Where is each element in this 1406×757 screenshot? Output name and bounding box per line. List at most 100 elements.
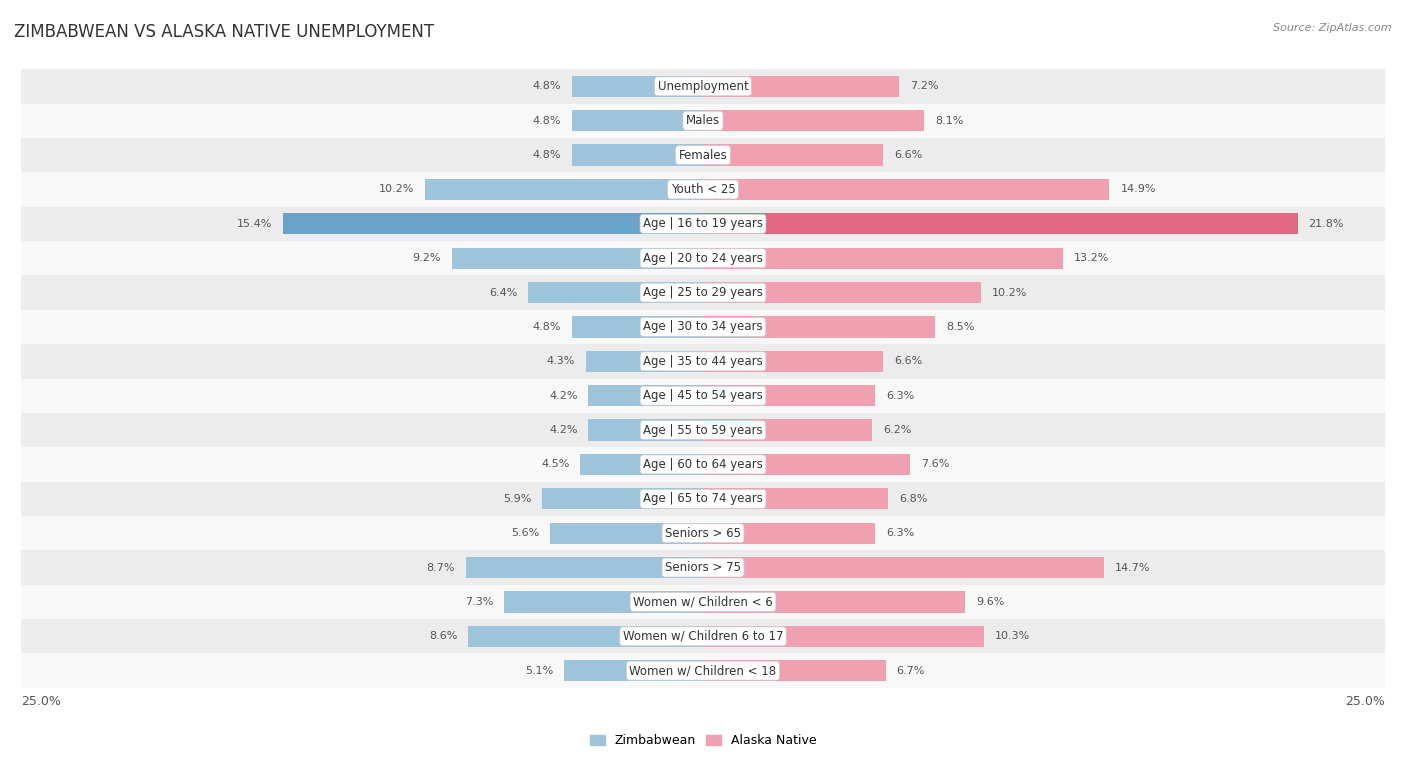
Text: Age | 35 to 44 years: Age | 35 to 44 years [643, 355, 763, 368]
Bar [572, 76, 703, 97]
Bar [589, 385, 703, 407]
Text: 13.2%: 13.2% [1074, 253, 1109, 263]
Text: 4.8%: 4.8% [533, 150, 561, 160]
Text: 10.3%: 10.3% [995, 631, 1031, 641]
Bar [703, 213, 1298, 235]
Text: Age | 16 to 19 years: Age | 16 to 19 years [643, 217, 763, 230]
Bar [550, 522, 703, 544]
Text: Males: Males [686, 114, 720, 127]
Text: Source: ZipAtlas.com: Source: ZipAtlas.com [1274, 23, 1392, 33]
Text: 4.2%: 4.2% [548, 391, 578, 400]
Text: Age | 25 to 29 years: Age | 25 to 29 years [643, 286, 763, 299]
Bar [529, 282, 703, 304]
Text: 14.7%: 14.7% [1115, 562, 1150, 572]
Bar [703, 419, 872, 441]
Text: 10.2%: 10.2% [378, 185, 413, 195]
Text: 6.6%: 6.6% [894, 357, 922, 366]
Text: Age | 65 to 74 years: Age | 65 to 74 years [643, 492, 763, 506]
Text: 4.8%: 4.8% [533, 116, 561, 126]
Text: 25.0%: 25.0% [21, 696, 60, 709]
Text: 9.6%: 9.6% [976, 597, 1004, 607]
Bar [586, 350, 703, 372]
Text: 6.3%: 6.3% [886, 528, 914, 538]
Text: Women w/ Children < 18: Women w/ Children < 18 [630, 664, 776, 678]
Bar [589, 419, 703, 441]
Bar [465, 557, 703, 578]
Text: Age | 60 to 64 years: Age | 60 to 64 years [643, 458, 763, 471]
Bar [703, 522, 875, 544]
Bar [425, 179, 703, 200]
Bar [703, 385, 875, 407]
Text: 6.2%: 6.2% [883, 425, 911, 435]
Bar [703, 179, 1109, 200]
Text: Age | 20 to 24 years: Age | 20 to 24 years [643, 251, 763, 265]
Bar [21, 69, 1385, 104]
Bar [703, 350, 883, 372]
Bar [703, 488, 889, 509]
Text: 7.6%: 7.6% [921, 459, 949, 469]
Bar [703, 248, 1063, 269]
Bar [21, 550, 1385, 584]
Bar [21, 104, 1385, 138]
Text: 6.4%: 6.4% [489, 288, 517, 298]
Bar [703, 591, 965, 612]
Text: 5.1%: 5.1% [524, 665, 553, 676]
Text: 7.2%: 7.2% [910, 81, 939, 92]
Bar [572, 110, 703, 132]
Text: 5.6%: 5.6% [512, 528, 540, 538]
Bar [703, 76, 900, 97]
Text: Women w/ Children 6 to 17: Women w/ Children 6 to 17 [623, 630, 783, 643]
Bar [572, 145, 703, 166]
Text: 6.8%: 6.8% [900, 494, 928, 504]
Bar [453, 248, 703, 269]
Bar [21, 207, 1385, 241]
Bar [21, 584, 1385, 619]
Text: 4.8%: 4.8% [533, 81, 561, 92]
Bar [703, 316, 935, 338]
Bar [21, 173, 1385, 207]
Text: Youth < 25: Youth < 25 [671, 183, 735, 196]
Text: 4.8%: 4.8% [533, 322, 561, 332]
Text: 6.7%: 6.7% [897, 665, 925, 676]
Bar [564, 660, 703, 681]
Text: Age | 45 to 54 years: Age | 45 to 54 years [643, 389, 763, 402]
Text: 21.8%: 21.8% [1309, 219, 1344, 229]
Text: 8.6%: 8.6% [429, 631, 457, 641]
Bar [21, 276, 1385, 310]
Text: 8.5%: 8.5% [946, 322, 974, 332]
Bar [21, 378, 1385, 413]
Bar [21, 138, 1385, 173]
Bar [543, 488, 703, 509]
Text: 4.3%: 4.3% [547, 357, 575, 366]
Bar [703, 660, 886, 681]
Text: 14.9%: 14.9% [1121, 185, 1156, 195]
Bar [21, 310, 1385, 344]
Text: Seniors > 65: Seniors > 65 [665, 527, 741, 540]
Text: ZIMBABWEAN VS ALASKA NATIVE UNEMPLOYMENT: ZIMBABWEAN VS ALASKA NATIVE UNEMPLOYMENT [14, 23, 434, 41]
Text: 4.2%: 4.2% [548, 425, 578, 435]
Text: Females: Females [679, 148, 727, 161]
Bar [21, 516, 1385, 550]
Text: 7.3%: 7.3% [464, 597, 494, 607]
Bar [283, 213, 703, 235]
Text: Age | 55 to 59 years: Age | 55 to 59 years [643, 424, 763, 437]
Bar [503, 591, 703, 612]
Bar [21, 413, 1385, 447]
Text: 5.9%: 5.9% [503, 494, 531, 504]
Text: Unemployment: Unemployment [658, 79, 748, 93]
Bar [21, 653, 1385, 688]
Bar [703, 625, 984, 647]
Bar [703, 557, 1104, 578]
Text: 10.2%: 10.2% [993, 288, 1028, 298]
Bar [572, 316, 703, 338]
Bar [581, 453, 703, 475]
Text: Age | 30 to 34 years: Age | 30 to 34 years [643, 320, 763, 333]
Bar [21, 447, 1385, 481]
Text: 6.3%: 6.3% [886, 391, 914, 400]
Bar [21, 619, 1385, 653]
Bar [21, 241, 1385, 276]
Text: 4.5%: 4.5% [541, 459, 569, 469]
Bar [21, 344, 1385, 378]
Text: 6.6%: 6.6% [894, 150, 922, 160]
Text: Seniors > 75: Seniors > 75 [665, 561, 741, 574]
